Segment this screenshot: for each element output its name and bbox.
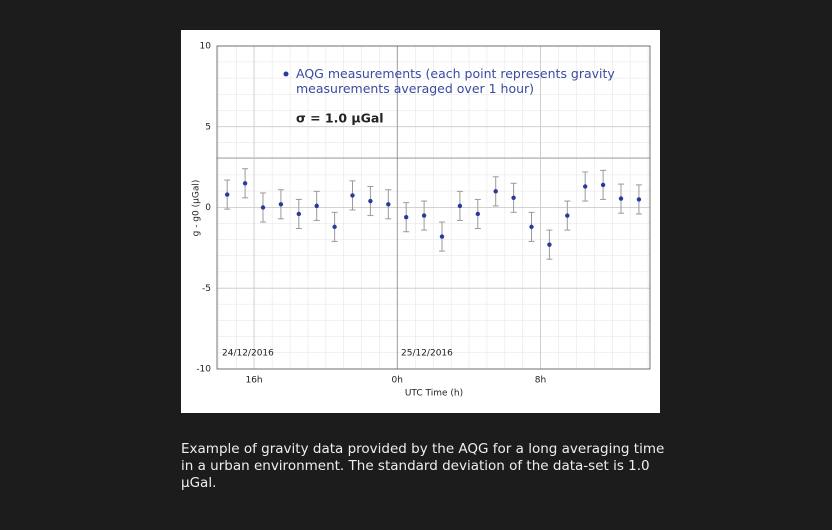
- y-tick-label: 0: [205, 203, 211, 213]
- plot-frame: [216, 45, 651, 370]
- x-axis-label: UTC Time (h): [405, 389, 463, 399]
- point: [618, 196, 624, 201]
- point: [314, 203, 319, 209]
- point: [242, 181, 248, 186]
- point: [547, 242, 552, 247]
- caption: Example of gravity data provided by the …: [181, 441, 665, 491]
- point: [368, 198, 373, 204]
- y-tick-label: 5: [205, 122, 211, 132]
- point: [350, 193, 355, 198]
- y-axis-label: g - g0 (µGal): [192, 180, 202, 237]
- point: [332, 224, 337, 230]
- x-tick-label: 16h: [245, 376, 262, 386]
- y-tick-label: -10: [196, 365, 211, 375]
- y-tick-label: 10: [200, 42, 212, 52]
- y-tick-label: -5: [202, 284, 211, 294]
- point: [225, 192, 230, 197]
- point: [636, 197, 642, 202]
- point: [511, 195, 516, 201]
- point: [565, 213, 570, 218]
- point: [278, 202, 284, 207]
- sigma-annotation: σ = 1.0 µGal: [296, 111, 384, 126]
- point: [529, 224, 534, 230]
- point: [439, 234, 445, 239]
- point: [404, 214, 409, 220]
- point: [421, 213, 427, 218]
- point: [493, 189, 498, 194]
- x-tick-label: 8h: [535, 376, 546, 386]
- legend-label: AQG measurements (each point represents …: [296, 66, 615, 96]
- legend-marker: [283, 71, 289, 77]
- point: [475, 211, 481, 217]
- x-tick-label: 0h: [392, 376, 403, 386]
- point: [386, 202, 391, 207]
- date-label: 25/12/2016: [401, 349, 453, 359]
- point: [457, 203, 463, 209]
- date-label: 24/12/2016: [222, 349, 274, 359]
- point: [583, 184, 588, 189]
- point: [260, 205, 266, 210]
- point: [600, 182, 606, 188]
- point: [296, 211, 302, 217]
